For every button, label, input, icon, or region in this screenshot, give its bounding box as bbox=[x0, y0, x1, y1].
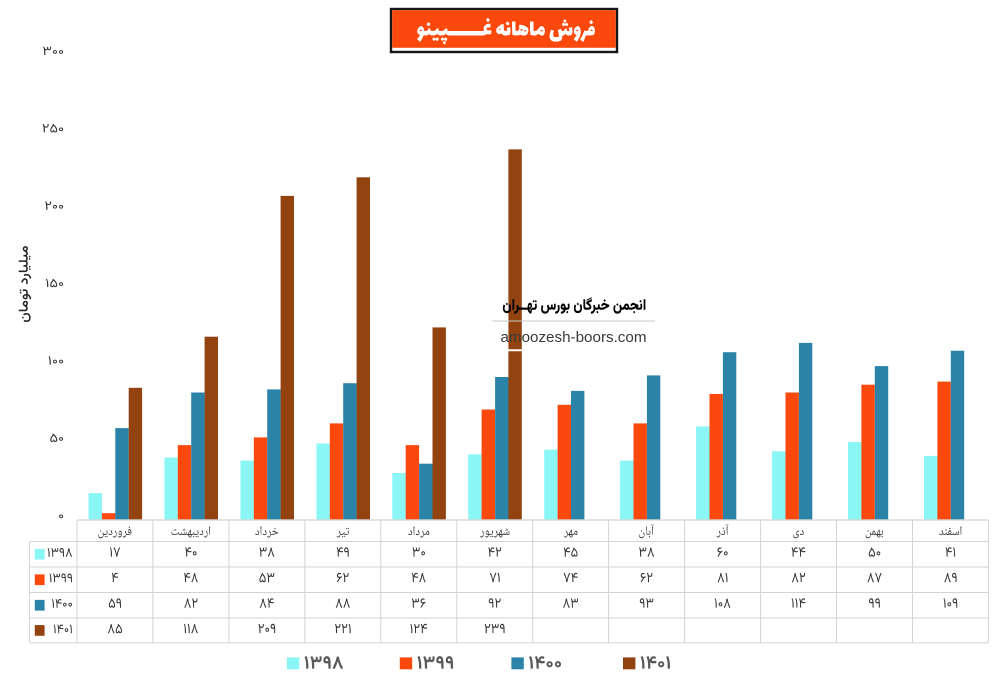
svg-text:amoozesh-boors.com: amoozesh-boors.com bbox=[500, 329, 646, 346]
